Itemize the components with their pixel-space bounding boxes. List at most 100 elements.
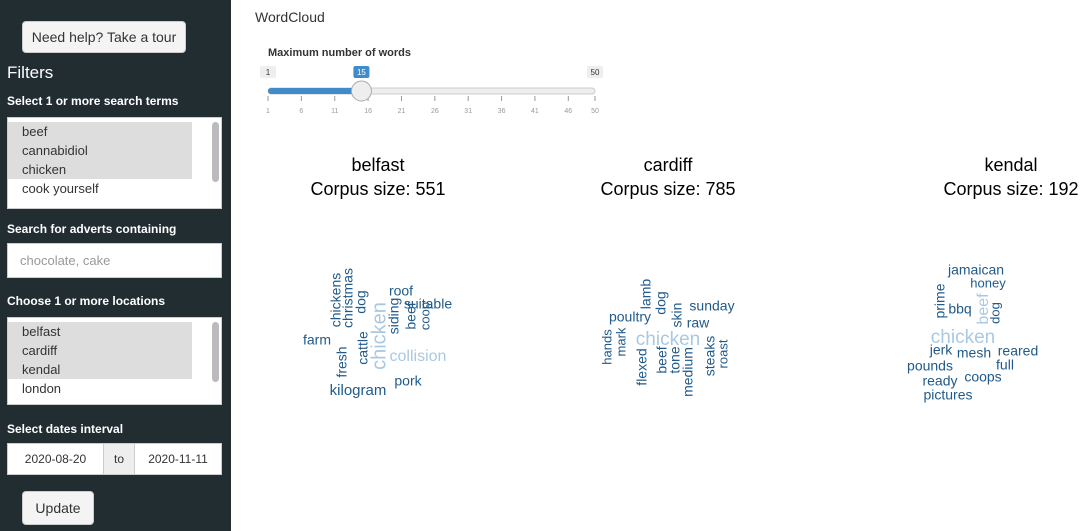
- text-input[interactable]: chocolate, cake: [7, 243, 222, 278]
- cloud-word: coop: [417, 302, 432, 330]
- main-panel: WordCloud Maximum number of words 1 6 11 16…: [231, 0, 1090, 531]
- scrollbar: [212, 122, 219, 182]
- slider-tick-label: 6: [299, 108, 303, 115]
- slider-badge: [260, 66, 276, 78]
- cloud-word: prime: [932, 283, 948, 318]
- cloud-word: flexed: [634, 348, 650, 385]
- slider-badge-label: 1: [266, 68, 271, 77]
- select-box[interactable]: beef cannabidiol chicken cook yourself: [7, 117, 222, 209]
- option[interactable]: belfast: [8, 322, 192, 341]
- slider-tick-label: 1: [266, 108, 270, 115]
- cloud-word: jerk: [929, 342, 954, 358]
- cloud-title: belfast: [351, 155, 404, 175]
- label: Choose 1 or more locations: [7, 294, 166, 308]
- slider-label: Maximum number of words: [268, 47, 412, 59]
- cloud-word: beef: [975, 293, 992, 325]
- cloud-word: chicken: [636, 329, 700, 350]
- slider-tick-label: 26: [431, 108, 439, 115]
- label: Search for adverts containing: [7, 222, 177, 236]
- cloud-word: honey: [970, 275, 1006, 290]
- cloud-word: dog: [987, 302, 1002, 324]
- slider-badge-label: 15: [357, 68, 366, 77]
- corpus-size: Corpus size: 551: [310, 179, 445, 199]
- cloud-word: poultry: [609, 309, 651, 325]
- cloud-word: skin: [669, 303, 685, 328]
- date-end[interactable]: 2020-11-11: [148, 452, 208, 466]
- cloud-word: sunday: [689, 298, 734, 314]
- cloud-title: cardiff: [644, 155, 694, 175]
- scrollbar: [212, 322, 219, 382]
- slider-tick-label: 21: [398, 108, 406, 115]
- cloud-word: christmas: [340, 268, 356, 328]
- slider-tick-label: 41: [531, 108, 539, 115]
- cloud-word: raw: [687, 315, 710, 331]
- cloud-word: tone: [667, 346, 683, 373]
- cloud-word: chicken: [368, 302, 390, 370]
- slider-badge: [353, 66, 370, 78]
- cloud-word: jamaican: [947, 262, 1004, 278]
- slider-tick-label: 50: [591, 108, 599, 115]
- date-start[interactable]: 2020-08-20: [24, 452, 87, 466]
- option[interactable]: cannabidiol: [8, 141, 192, 160]
- slider-tick-label: 16: [364, 108, 372, 115]
- slider-handle[interactable]: [350, 80, 372, 102]
- option[interactable]: beef: [8, 122, 192, 141]
- cloud-word: cattle: [355, 331, 371, 365]
- cloud-word: suitable: [404, 296, 452, 312]
- cloud-word: pictures: [923, 387, 972, 403]
- cloud-word: medium: [680, 347, 696, 397]
- cloud-word: beef: [654, 346, 670, 373]
- cloud-word: collision: [390, 348, 447, 365]
- cloud-title: kendal: [984, 155, 1037, 175]
- label: Select 1 or more search terms: [7, 94, 179, 108]
- sidebar: Need help? Take a tour Filters Select 1 …: [0, 0, 231, 531]
- cloud-word: full: [996, 357, 1014, 373]
- cloud-word: chicken: [931, 327, 995, 348]
- option[interactable]: london: [22, 381, 62, 396]
- cloud-word: farm: [303, 332, 331, 348]
- cloud-word: bbq: [948, 301, 971, 317]
- slider-tick-label: 46: [564, 108, 572, 115]
- option[interactable]: kendal: [8, 360, 192, 379]
- slider-tick-label: 31: [464, 108, 472, 115]
- cloud-word: ready: [922, 373, 957, 389]
- sidebar-title: Filters: [7, 63, 54, 82]
- slider-badge-label: 50: [591, 68, 600, 77]
- corpus-size: Corpus size: 192: [943, 179, 1078, 199]
- slider-tick-label: 11: [331, 108, 338, 115]
- cloud-word: kilogram: [330, 382, 387, 399]
- cloud-word: coops: [964, 369, 1001, 385]
- page-title: WordCloud: [255, 9, 325, 25]
- slider-fill: [268, 88, 362, 94]
- date-range: 2020-08-20 to 2020-11-11: [7, 443, 222, 475]
- cloud-word: hands: [599, 329, 614, 365]
- cloud-word: dog: [653, 291, 669, 314]
- cloud-word: pounds: [907, 358, 953, 374]
- cloud-word: chickens: [328, 273, 344, 327]
- corpus-size: Corpus size: 785: [600, 179, 735, 199]
- cloud-word: roof: [389, 283, 413, 299]
- cloud-word: steaks: [702, 336, 718, 376]
- slider-tick-label: 36: [498, 108, 506, 115]
- cloud-word: mesh: [957, 345, 991, 361]
- update-button[interactable]: Update: [22, 491, 94, 525]
- cloud-word: reared: [998, 343, 1038, 359]
- cloud-word: lamb: [638, 279, 654, 310]
- cloud-word: mark: [613, 327, 628, 356]
- option[interactable]: cardiff: [8, 341, 192, 360]
- cloud-word: pork: [394, 373, 422, 389]
- label: Select dates interval: [7, 422, 124, 436]
- cloud-word: fresh: [334, 346, 350, 377]
- date-separator: to: [103, 444, 135, 474]
- cloud-word: beef: [403, 302, 419, 329]
- cloud-word: dog: [353, 290, 369, 313]
- cloud-word: siding: [386, 298, 402, 335]
- slider-badge: [587, 66, 603, 78]
- option[interactable]: chicken: [8, 160, 192, 179]
- tour-button[interactable]: Need help? Take a tour: [22, 21, 186, 53]
- select-box[interactable]: belfast cardiff kendal london: [7, 317, 222, 405]
- option[interactable]: cook yourself: [22, 181, 99, 196]
- cloud-word: roast: [715, 339, 730, 368]
